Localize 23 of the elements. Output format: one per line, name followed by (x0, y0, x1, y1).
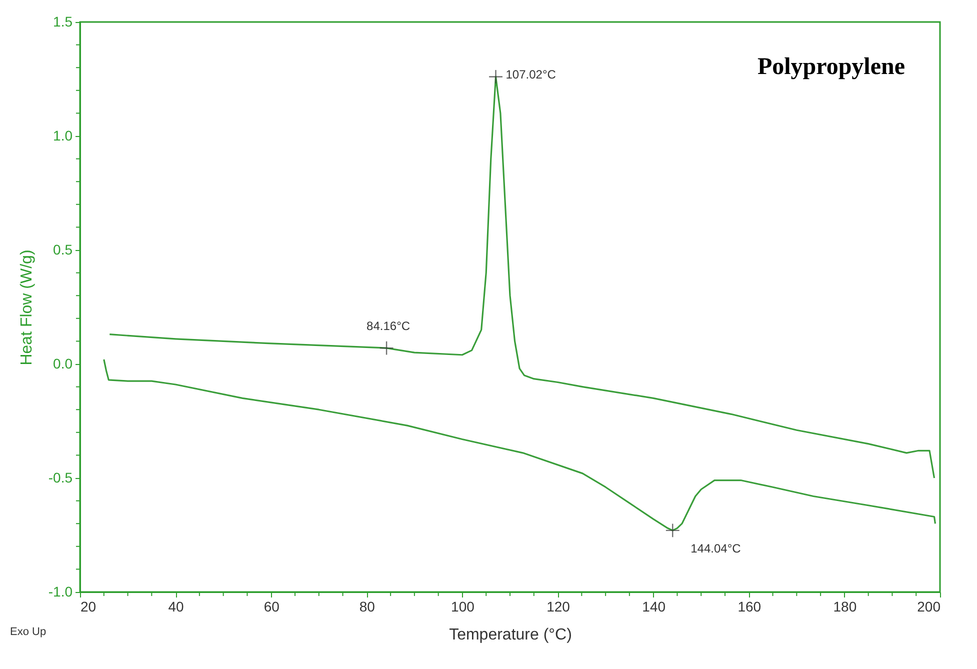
x-tick-label: 120 (546, 598, 570, 614)
text: Polypropylene (757, 54, 906, 80)
x-tick-label: 80 (359, 598, 376, 614)
y-tick-label: 0.5 (53, 242, 73, 258)
annotation: 107.02°C (506, 68, 556, 82)
y-tick-label: -1.0 (48, 584, 73, 600)
x-tick-label: 160 (738, 598, 762, 614)
x-axis-title: Temperature (°C) (449, 626, 572, 644)
x-tick-label: 140 (642, 598, 666, 614)
annotation: 144.04°C (690, 541, 742, 556)
x-tick-label: 40 (168, 598, 184, 614)
x-tick-label: 200 (917, 598, 941, 614)
y-tick-label: -0.5 (48, 470, 73, 486)
x-tick-label: 20 (80, 598, 96, 614)
y-tick-label: 0.0 (53, 356, 73, 372)
annotation: 84.16°C (366, 319, 410, 334)
y-tick-label: 1.5 (53, 14, 73, 30)
x-tick-label: 100 (451, 598, 475, 614)
x-tick-label: 60 (264, 598, 280, 614)
text: Exo Up (10, 626, 46, 638)
y-axis-title: Heat Flow (W/g) (18, 250, 36, 366)
y-tick-label: 1.0 (53, 128, 73, 144)
x-tick-label: 180 (833, 598, 857, 614)
